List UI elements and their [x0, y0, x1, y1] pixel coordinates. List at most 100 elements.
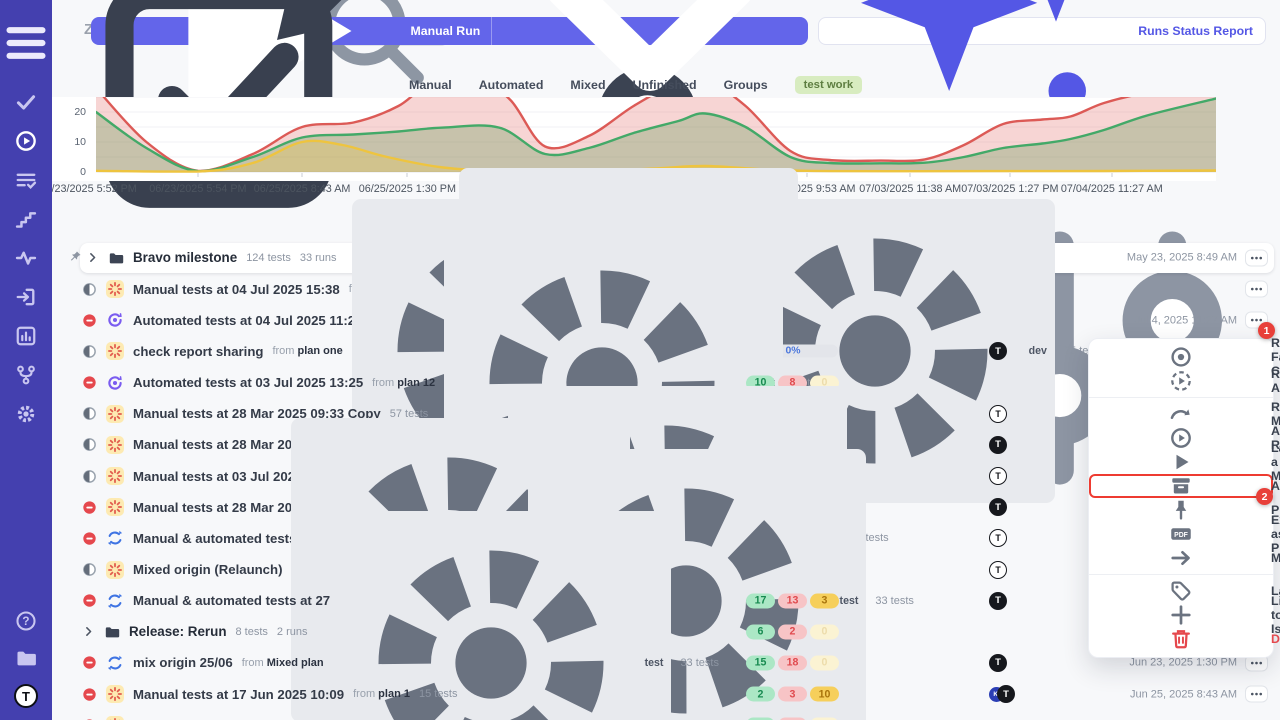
manual-run-icon: [108, 344, 122, 359]
y-tick-label: 20: [74, 106, 86, 118]
group-title[interactable]: Release: Rerun: [129, 624, 227, 640]
run-title[interactable]: Manual tests at 04 Jul 2025 15:38: [133, 281, 340, 297]
ellipsis-icon: [1250, 661, 1263, 665]
menu-item-export-pdf[interactable]: PDF Export as PDF: [1089, 513, 1280, 555]
chevron-right-icon[interactable]: [86, 251, 99, 264]
x-tick-label: 06/23/2025 5:54 PM: [149, 183, 247, 195]
avatar[interactable]: T: [989, 435, 1007, 454]
sidebar-item-steps[interactable]: [11, 208, 41, 230]
menu-item-move[interactable]: Move: [1089, 546, 1280, 570]
menu-item-label: Pin: [1271, 503, 1280, 517]
sidebar-item-help[interactable]: ?: [11, 610, 41, 632]
menu-item-pin[interactable]: Pin: [1089, 498, 1280, 522]
avatar[interactable]: T: [989, 653, 1007, 672]
status-in-progress-icon: [83, 438, 96, 452]
avatar[interactable]: T: [989, 404, 1007, 423]
x-tick-label: 06/23/2025 5:52 PM: [52, 183, 137, 195]
status-stopped-icon: [82, 687, 97, 702]
tab-automated[interactable]: Automated: [478, 78, 544, 92]
run-title[interactable]: Mixed origin (Relaunch): [133, 562, 283, 577]
run-row[interactable]: Manual tests at 17 Jun 2025 10:09 from pl…: [52, 679, 1280, 710]
avatar[interactable]: T: [989, 591, 1007, 610]
passed-pill: 15: [746, 655, 775, 671]
skipped-pill: 10: [810, 686, 839, 702]
avatar[interactable]: T: [989, 560, 1007, 579]
export-pdf-icon: PDF: [1171, 528, 1191, 540]
tab-manual[interactable]: Manual: [409, 78, 452, 92]
ellipsis-icon: [1250, 287, 1263, 291]
hamburger-menu-button[interactable]: [0, 17, 52, 69]
more-actions-button[interactable]: [1245, 685, 1268, 703]
menu-item-delete[interactable]: Delete: [1089, 627, 1280, 651]
relaunch-manually-icon: [1170, 409, 1190, 420]
tab-groups[interactable]: Groups: [723, 78, 768, 92]
run-title[interactable]: Manual tests at 03 Jul 2025 12:08: [133, 468, 340, 484]
settings-icon: [17, 405, 35, 423]
menu-item-relaunch-manually[interactable]: Relaunch Manually: [1089, 400, 1280, 428]
group-meta: 2 runs: [276, 625, 308, 638]
imports-icon: [16, 288, 35, 306]
sidebar-item-activity[interactable]: [11, 247, 41, 269]
runs-status-report-button[interactable]: Runs Status Report: [818, 0, 1266, 110]
menu-item-label: Launch a Copy Manually: [1271, 441, 1280, 483]
mixed-run-icon: [107, 531, 123, 546]
more-actions-button[interactable]: [1245, 249, 1268, 266]
run-title[interactable]: Automated tests at 03 Jul 2025 13:25: [133, 375, 364, 391]
result-pills: 17 13 3: [746, 593, 839, 609]
manual-run-icon: [108, 687, 122, 702]
tab-mixed[interactable]: Mixed: [570, 78, 606, 92]
steps-icon: [15, 212, 37, 228]
sidebar-item-reports[interactable]: [11, 325, 41, 347]
run-title[interactable]: mix origin 25/06: [133, 655, 233, 671]
avatar[interactable]: T: [997, 685, 1015, 704]
menu-item-relaunch-failed-ci[interactable]: Relaunch Failed on CI: [1089, 336, 1280, 378]
menu-item-launch-copy-manually[interactable]: Launch a Copy Manually: [1089, 441, 1280, 483]
folder-icon: [108, 250, 124, 266]
menu-item-archive[interactable]: Archive: [1089, 474, 1280, 498]
filter-chip[interactable]: test work: [794, 76, 863, 94]
menu-item-link-to-issue[interactable]: Link to Issue: [1089, 594, 1280, 636]
mixed-run-icon: [107, 593, 123, 608]
tag-chip[interactable]: test: [332, 510, 672, 720]
sidebar-item-branches[interactable]: [11, 364, 41, 386]
manual-run-icon: [108, 469, 122, 484]
run-title[interactable]: Automated tests at 04 Jul 2025 11:22: [133, 312, 363, 328]
sidebar-item-settings[interactable]: [11, 403, 41, 425]
tab-unfinished[interactable]: Unfinished: [632, 78, 697, 92]
run-title[interactable]: Manual tests at 17 Jun 2025 10:09: [133, 686, 345, 702]
passed-pill: [746, 717, 775, 720]
sidebar-item-tests[interactable]: [11, 91, 41, 113]
run-date: Jul 4, 2025 11:27 AM: [1134, 314, 1237, 327]
menu-divider: [1089, 574, 1273, 575]
menu-item-relaunch-all-ci[interactable]: Relaunch All on CI: [1089, 367, 1280, 395]
user-avatar[interactable]: T: [14, 684, 38, 708]
avatar[interactable]: T: [989, 529, 1007, 548]
manual-run-icon: [108, 437, 122, 452]
sidebar-item-test-plans[interactable]: [11, 169, 41, 191]
chevron-right-icon[interactable]: [82, 625, 95, 638]
menu-item-labels[interactable]: Labels: [1089, 579, 1280, 603]
x-tick-label: 06/25/2025 1:30 PM: [358, 183, 456, 195]
manual-run-dropdown[interactable]: [492, 0, 808, 181]
ellipsis-icon: [1250, 256, 1263, 259]
manual-run-icon: [106, 280, 124, 299]
more-actions-button[interactable]: [1245, 280, 1268, 298]
runs-icon: [16, 131, 36, 151]
run-row[interactable]: [52, 710, 1280, 720]
avatar[interactable]: T: [989, 342, 1007, 361]
run-title[interactable]: check report sharing: [133, 343, 264, 359]
group-row[interactable]: Release: Rerun 8 tests 2 runs 6 2 0: [52, 616, 1280, 647]
svg-text:?: ?: [22, 615, 29, 628]
labels-icon: [1171, 581, 1191, 601]
sidebar-item-runs[interactable]: [11, 130, 41, 152]
group-title[interactable]: Bravo milestone: [133, 250, 238, 265]
manual-run-label: Manual Run: [410, 24, 481, 38]
avatar[interactable]: T: [989, 467, 1007, 486]
sidebar-item-projects[interactable]: [11, 647, 41, 669]
status-in-progress-icon: [82, 406, 97, 421]
menu-item-advanced-relaunch[interactable]: Advanced Relaunch: [1089, 424, 1280, 452]
avatar[interactable]: T: [989, 498, 1007, 517]
ellipsis-icon: [1250, 318, 1263, 322]
run-row[interactable]: mix origin 25/06 from Mixed plan test 33 te…: [52, 510, 1280, 720]
sidebar-item-imports[interactable]: [11, 286, 41, 308]
